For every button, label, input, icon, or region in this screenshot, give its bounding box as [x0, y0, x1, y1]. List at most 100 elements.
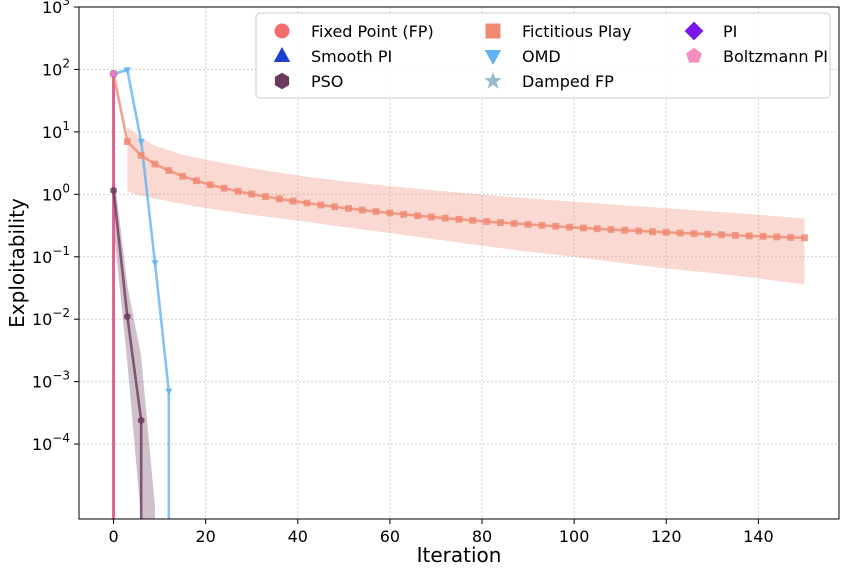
y-tick-label: 10−4	[32, 431, 70, 454]
point-fictitious-play	[538, 221, 546, 229]
legend-label: PSO	[311, 72, 343, 91]
point-omd	[165, 388, 173, 396]
y-tick-label: 100	[42, 181, 70, 204]
y-axis: 103 102 101 100 10−1 10−2 10−3 10−4	[32, 0, 79, 454]
series-lines	[112, 68, 805, 519]
point-fictitious-play	[593, 225, 601, 233]
point-fictitious-play	[552, 222, 560, 230]
point-fictitious-play	[635, 227, 643, 235]
point-fictitious-play	[704, 230, 712, 238]
point-fictitious-play	[731, 231, 739, 239]
point-fictitious-play	[690, 230, 698, 237]
point-fictitious-play	[787, 234, 795, 241]
band-fictitious-play	[127, 126, 805, 285]
point-omd	[151, 260, 159, 267]
y-tick-label: 10−3	[32, 369, 70, 392]
point-fictitious-play	[649, 228, 656, 236]
point-pso	[110, 186, 117, 195]
legend-marker-circle	[274, 23, 290, 39]
legend-label: Boltzmann PI	[723, 47, 828, 66]
point-pso	[124, 312, 131, 321]
point-fictitious-play	[220, 184, 228, 192]
point-fictitious-play	[469, 217, 477, 224]
point-omd	[137, 138, 145, 146]
legend-label: Smooth PI	[311, 47, 392, 66]
point-fictitious-play	[137, 152, 145, 159]
y-axis-label: Exploitability	[5, 198, 29, 328]
point-fictitious-play	[718, 231, 725, 239]
legend-marker-pentagon	[686, 47, 702, 63]
legend-marker-square	[485, 23, 501, 39]
legend-marker-triangle-down	[484, 50, 502, 65]
point-omd	[123, 67, 132, 75]
point-fictitious-play	[179, 172, 187, 180]
legend-label: Damped FP	[522, 72, 614, 91]
legend-label: PI	[723, 22, 737, 41]
y-tick-label: 102	[42, 56, 70, 79]
y-tick-label: 103	[42, 0, 70, 17]
point-fictitious-play	[745, 232, 753, 240]
legend-frame	[255, 12, 831, 99]
point-fictitious-play	[579, 224, 587, 232]
point-fictitious-play	[275, 195, 283, 203]
point-fictitious-play	[427, 213, 435, 221]
legend: Fixed Point (FP) Smooth PI PSO Fictitious P…	[255, 12, 831, 99]
point-fictitious-play	[414, 212, 421, 220]
legend-item: PSO	[274, 72, 343, 91]
series-markers	[109, 67, 808, 425]
confidence-bands	[113, 126, 805, 519]
legend-marker-triangle-up	[273, 47, 291, 62]
line-pso	[112, 190, 143, 519]
x-tick-label: 120	[651, 527, 682, 546]
x-tick-label: 100	[559, 527, 590, 546]
point-fictitious-play	[165, 167, 173, 174]
legend-label: Fixed Point (FP)	[311, 22, 434, 41]
point-fictitious-play	[441, 214, 449, 222]
point-fictitious-play	[123, 138, 131, 145]
x-axis-label: Iteration	[417, 543, 502, 567]
point-fictitious-play	[801, 234, 808, 242]
x-axis: 0 20 40 60 80 100 120 140	[108, 519, 774, 546]
x-tick-label: 140	[743, 527, 774, 546]
point-fictitious-play	[621, 226, 629, 234]
point-fictitious-play	[262, 193, 269, 200]
line-omd	[113, 68, 171, 519]
legend-item: OMD	[484, 47, 561, 66]
legend-item: Fictitious Play	[485, 22, 631, 41]
point-fictitious-play	[372, 208, 380, 215]
legend-marker-hexagon	[274, 72, 290, 90]
point-fictitious-play	[303, 199, 311, 207]
x-tick-label: 60	[380, 527, 400, 546]
point-fictitious-play	[400, 210, 408, 218]
point-fictitious-play	[483, 218, 491, 225]
point-fictitious-play	[345, 205, 352, 212]
point-fictitious-play	[234, 187, 242, 195]
point-boltzmann-pi	[109, 70, 118, 77]
point-fictitious-play	[248, 190, 256, 198]
legend-item: Fixed Point (FP)	[274, 22, 434, 41]
y-tick-label: 10−2	[32, 306, 70, 329]
point-fictitious-play	[386, 209, 394, 217]
point-fictitious-play	[455, 215, 463, 223]
point-fictitious-play	[358, 206, 366, 214]
legend-item: PI	[684, 21, 737, 41]
legend-label: OMD	[522, 47, 561, 66]
point-fictitious-play	[510, 220, 518, 227]
legend-item: Boltzmann PI	[686, 47, 828, 66]
x-tick-label: 80	[472, 527, 492, 546]
legend-marker-star	[484, 71, 502, 89]
point-fictitious-play	[662, 228, 670, 236]
legend-label: Fictitious Play	[522, 22, 631, 41]
legend-item: Damped FP	[484, 71, 614, 91]
legend-item: Smooth PI	[273, 47, 392, 66]
point-fictitious-play	[497, 219, 504, 226]
point-fictitious-play	[676, 229, 684, 237]
point-fictitious-play	[773, 233, 781, 241]
point-fictitious-play	[317, 201, 325, 209]
point-fictitious-play	[566, 223, 573, 231]
point-fictitious-play	[607, 226, 615, 233]
y-tick-label: 10−1	[32, 244, 70, 267]
legend-marker-diamond	[684, 21, 704, 41]
x-tick-label: 0	[108, 527, 118, 546]
